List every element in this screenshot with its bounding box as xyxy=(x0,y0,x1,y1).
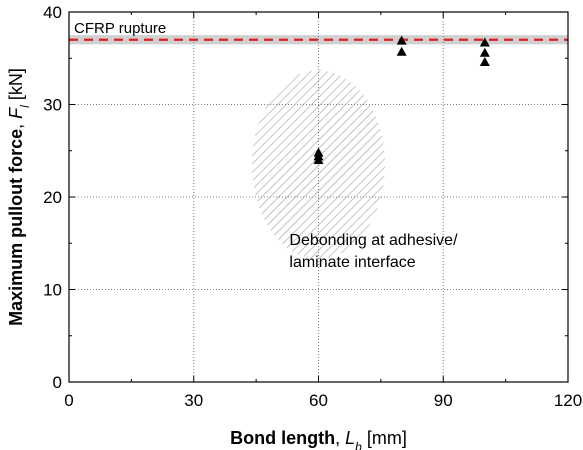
data-point xyxy=(313,147,324,157)
rupture-label: CFRP rupture xyxy=(74,20,166,37)
x-axis-label: Bond length, Lb [mm] xyxy=(230,428,407,450)
y-axis-label: Maximum pullout force, Fl [kN] xyxy=(6,68,32,326)
text-layer: 0 30 60 90 120 0 10 20 30 40 CFRP rupture Debonding… xyxy=(6,3,582,450)
data-point xyxy=(396,35,407,45)
data-points-layer xyxy=(313,35,490,164)
x-tick-label: 0 xyxy=(64,391,73,410)
annotation-line: Debonding at adhesive/ xyxy=(289,232,458,249)
data-point xyxy=(479,56,490,66)
y-tick-label: 0 xyxy=(53,373,62,392)
hatched-region-layer xyxy=(251,70,386,259)
annotation-line: laminate interface xyxy=(289,254,415,271)
axes-layer xyxy=(68,11,569,383)
x-tick-label: 120 xyxy=(554,391,582,410)
y-tick-label: 30 xyxy=(43,96,62,115)
grid-layer xyxy=(69,12,568,382)
debonding-hatched-region xyxy=(251,70,386,259)
data-point xyxy=(479,37,490,47)
y-tick-label: 10 xyxy=(43,281,62,300)
x-tick-label: 60 xyxy=(309,391,328,410)
x-tick-label: 90 xyxy=(434,391,453,410)
y-tick-label: 40 xyxy=(43,3,62,22)
x-tick-label: 30 xyxy=(184,391,203,410)
data-point xyxy=(396,46,407,56)
y-tick-label: 20 xyxy=(43,188,62,207)
data-point xyxy=(479,47,490,57)
